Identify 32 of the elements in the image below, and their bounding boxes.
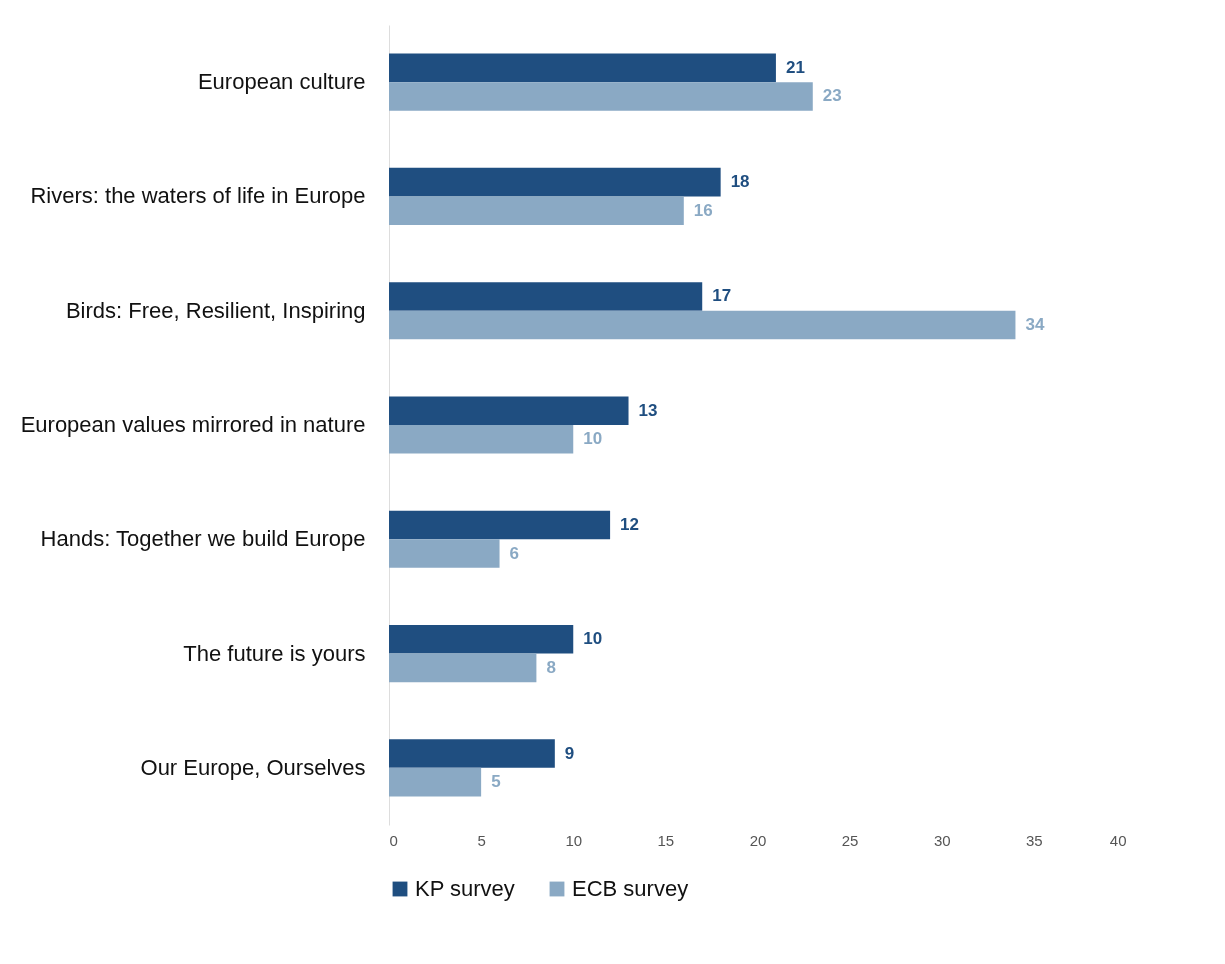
legend-label: ECB survey [572,876,689,901]
legend-label: KP survey [415,876,515,901]
data-label: 23 [822,86,842,106]
y-tick-label: Hands: Together we build Europe [40,526,366,552]
y-tick-label: Birds: Free, Resilient, Inspiring [65,297,366,323]
y-tick-label: Our Europe, Ourselves [140,754,366,780]
data-label: 16 [693,200,713,220]
data-label: 5 [491,772,501,792]
x-tick-label: 20 [749,831,767,849]
data-label: 18 [730,172,750,192]
x-tick-label: 5 [477,831,486,849]
data-label: 9 [564,743,575,763]
data-label: 21 [785,57,805,77]
x-tick-label: 10 [565,831,583,849]
x-tick-label: 40 [1109,831,1127,849]
x-tick-label: 25 [841,831,859,849]
data-label: 8 [546,657,556,677]
data-label: 6 [509,543,520,563]
data-label: 13 [638,400,658,420]
data-label: 17 [712,286,732,306]
data-label: 10 [583,629,603,649]
x-tick-label: 35 [1026,831,1043,849]
data-label: 12 [620,515,640,534]
y-tick-label: The future is yours [183,640,366,666]
data-label: 34 [1025,315,1045,334]
data-label: 10 [583,429,603,449]
y-tick-label: European values mirrored in nature [20,412,366,437]
x-tick-label: 0 [389,831,398,849]
y-tick-label: European culture [197,69,366,95]
y-tick-label: Rivers: the waters of life in Europe [30,183,366,209]
x-tick-label: 15 [657,831,675,849]
x-tick-label: 30 [933,831,951,849]
